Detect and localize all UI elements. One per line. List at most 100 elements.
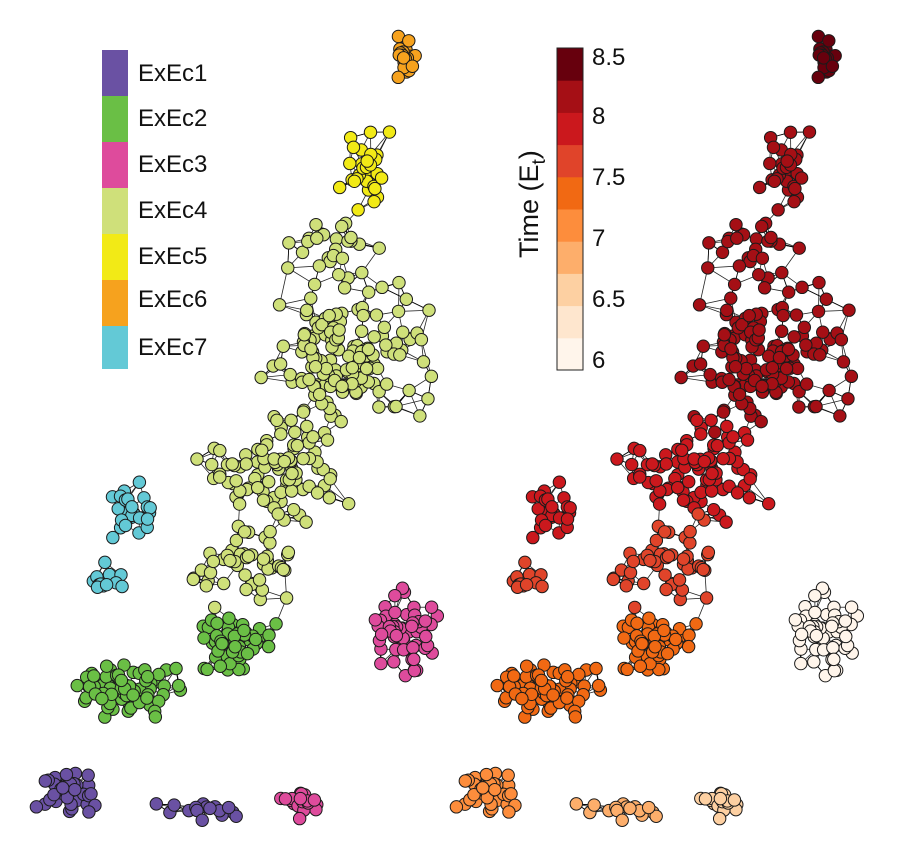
graph-node bbox=[263, 524, 277, 539]
graph-node bbox=[424, 600, 439, 614]
graph-node bbox=[118, 518, 133, 533]
graph-node bbox=[359, 361, 374, 376]
graph-node bbox=[341, 496, 356, 511]
graph-node bbox=[140, 670, 155, 684]
graph-node bbox=[319, 361, 334, 376]
graph-node bbox=[271, 507, 285, 521]
graph-node bbox=[402, 34, 416, 48]
graph-node bbox=[355, 265, 369, 280]
graph-node bbox=[115, 579, 129, 594]
graph-node bbox=[372, 241, 386, 255]
graph-node bbox=[225, 457, 239, 471]
graph-node bbox=[238, 568, 252, 582]
graph-node bbox=[367, 194, 381, 209]
graph-node bbox=[352, 350, 367, 365]
graph-node bbox=[310, 231, 324, 245]
graph-node bbox=[241, 549, 256, 563]
graph-node bbox=[302, 372, 316, 387]
graph-node bbox=[132, 475, 147, 489]
graph-node bbox=[351, 203, 365, 217]
graph-node bbox=[98, 555, 112, 570]
graph-node bbox=[281, 261, 295, 275]
graph-node bbox=[143, 501, 157, 515]
graph-node bbox=[360, 154, 374, 168]
graph-node bbox=[304, 342, 318, 356]
graph-node bbox=[261, 639, 276, 654]
graph-node bbox=[297, 328, 311, 342]
graph-node bbox=[345, 360, 360, 375]
graph-node bbox=[199, 579, 214, 593]
graph-node bbox=[332, 180, 347, 195]
graph-node bbox=[277, 454, 292, 469]
graph-node bbox=[263, 536, 277, 550]
graph-node bbox=[312, 387, 327, 402]
graph-node bbox=[205, 457, 219, 472]
graph-node bbox=[320, 433, 335, 447]
graph-node bbox=[405, 619, 419, 634]
graph-node bbox=[171, 678, 186, 693]
graph-node bbox=[262, 475, 276, 489]
graph-node bbox=[262, 628, 276, 642]
graph-node bbox=[195, 813, 209, 827]
graph-node bbox=[312, 259, 327, 273]
graph-node bbox=[68, 782, 82, 797]
graph-node bbox=[323, 472, 337, 486]
graph-node bbox=[197, 631, 211, 645]
graph-node bbox=[167, 798, 181, 812]
graph-node bbox=[354, 324, 369, 338]
graph-node bbox=[306, 430, 320, 444]
graph-node bbox=[252, 573, 267, 587]
graph-node bbox=[379, 338, 393, 352]
graph-node bbox=[99, 577, 114, 592]
graph-node bbox=[363, 125, 378, 139]
graph-node bbox=[374, 627, 389, 642]
graph-node bbox=[293, 791, 308, 806]
graph-node bbox=[283, 367, 297, 382]
graph-node bbox=[414, 332, 429, 347]
graph-node bbox=[223, 553, 237, 568]
graph-node bbox=[332, 267, 346, 282]
graph-node bbox=[125, 500, 139, 514]
graph-node bbox=[368, 613, 383, 627]
graph-node bbox=[114, 673, 129, 688]
graph-node bbox=[337, 281, 352, 295]
graph-node bbox=[396, 325, 410, 339]
graph-node bbox=[304, 291, 318, 305]
graph-node bbox=[256, 493, 271, 507]
graph-node bbox=[200, 662, 214, 677]
graph-node bbox=[81, 768, 95, 782]
graph-node bbox=[206, 554, 221, 569]
graph-node bbox=[382, 125, 397, 139]
graph-node bbox=[308, 360, 323, 374]
graph-node bbox=[203, 801, 217, 816]
graph-node bbox=[393, 348, 407, 362]
graph-node bbox=[388, 588, 402, 603]
graph-node bbox=[229, 474, 243, 488]
graph-node bbox=[152, 667, 166, 682]
graph-node bbox=[229, 533, 244, 548]
graph-node bbox=[388, 605, 402, 620]
graph-node bbox=[95, 691, 109, 706]
graph-node bbox=[210, 616, 224, 630]
graph-node bbox=[367, 330, 381, 344]
graph-node bbox=[416, 355, 431, 369]
graph-node bbox=[38, 774, 53, 788]
graph-node bbox=[389, 628, 404, 643]
graph-node bbox=[290, 438, 305, 453]
graph-node bbox=[307, 793, 322, 807]
graph-node bbox=[284, 413, 298, 427]
graph-node bbox=[334, 414, 348, 429]
graph-node bbox=[99, 659, 114, 673]
graph-node bbox=[405, 59, 420, 73]
graph-node bbox=[84, 787, 98, 801]
graph-node bbox=[249, 632, 263, 647]
graph-node bbox=[368, 181, 382, 196]
graph-node bbox=[256, 552, 271, 566]
graph-node bbox=[356, 308, 370, 323]
graph-node bbox=[335, 219, 349, 234]
graph-node bbox=[56, 781, 70, 795]
graph-node bbox=[344, 230, 358, 245]
graph-node bbox=[299, 515, 313, 529]
graph-node bbox=[310, 486, 325, 500]
graph-node bbox=[296, 405, 311, 419]
